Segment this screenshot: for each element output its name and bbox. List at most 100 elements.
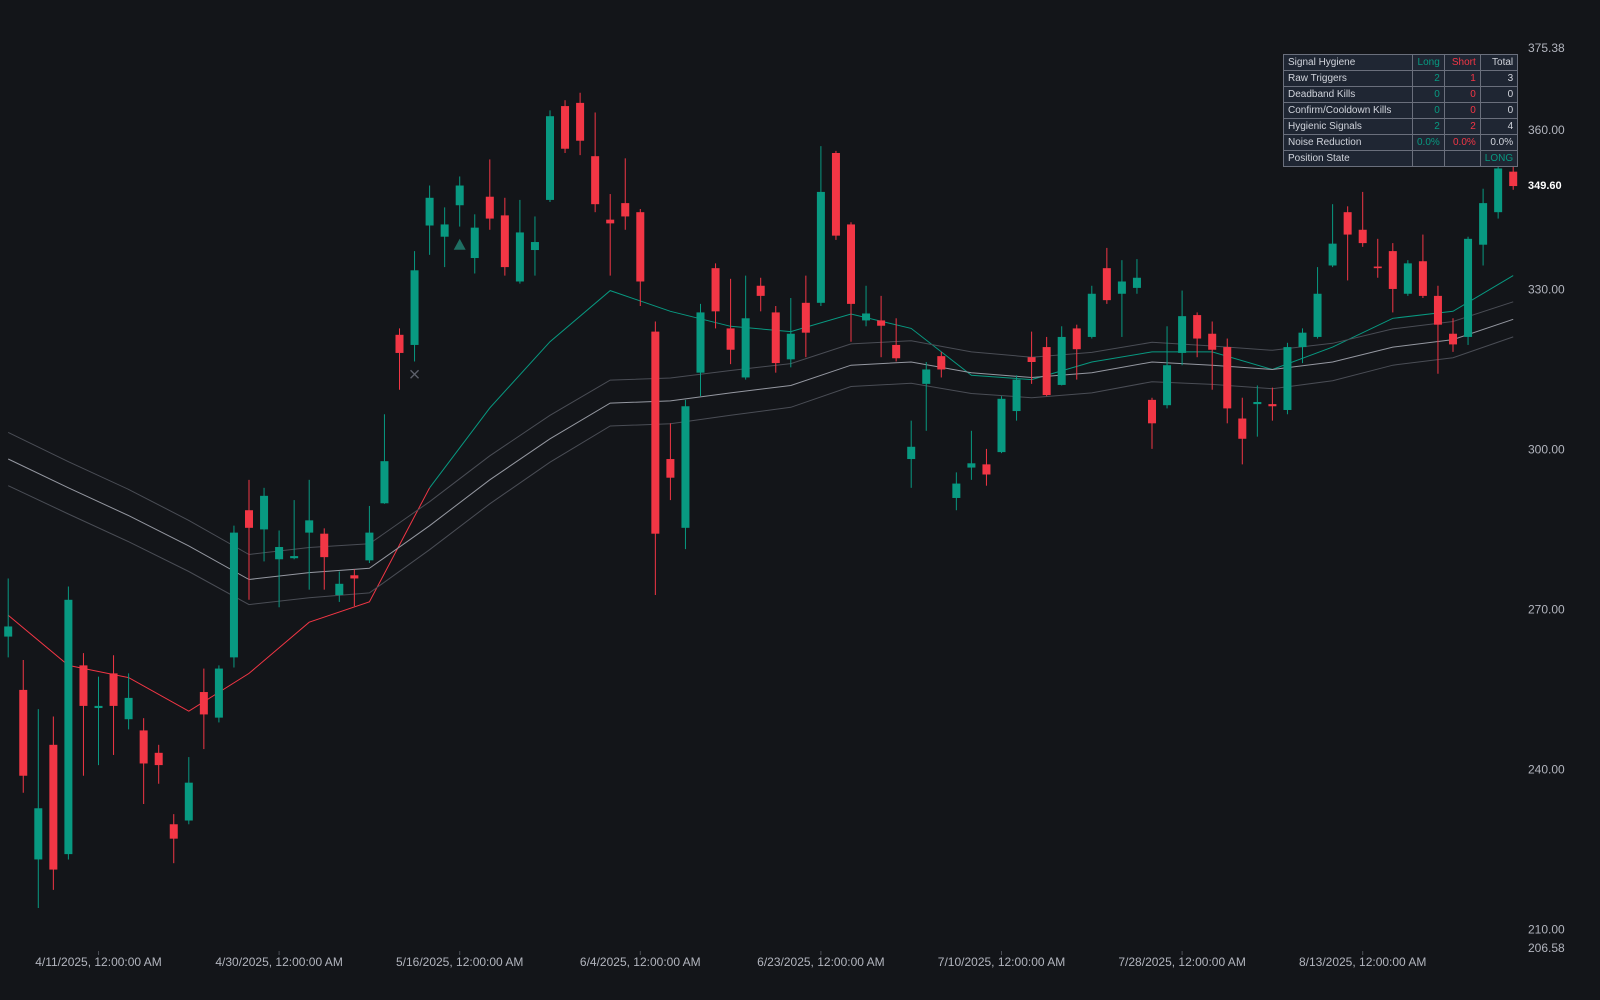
candle-body (801, 302, 810, 333)
candle-body (410, 270, 419, 345)
candle-body (576, 102, 585, 141)
candle-body (1358, 229, 1367, 244)
table-cell (1443, 150, 1481, 167)
candle-body (1373, 266, 1382, 269)
candle-body (1208, 333, 1217, 350)
candle-body (425, 197, 434, 226)
table-cell: 0 (1412, 86, 1445, 103)
table-header-cell: Signal Hygiene (1283, 54, 1413, 71)
table-cell (1412, 150, 1445, 167)
candle-body (1464, 238, 1473, 337)
candle-body (199, 692, 208, 715)
signal-marker (410, 369, 420, 379)
candle-body (184, 782, 193, 821)
indicator-line (7, 301, 1514, 556)
table-header-cell: Total (1479, 54, 1519, 71)
candle-body (455, 185, 464, 206)
y-tick-label: 360.00 (1528, 123, 1565, 137)
candle-body (651, 331, 660, 534)
x-tick-label: 6/23/2025, 12:00:00 AM (757, 955, 884, 969)
candle-body (711, 268, 720, 312)
table-cell: 0 (1443, 102, 1481, 119)
table-cell: Confirm/Cooldown Kills (1283, 102, 1413, 119)
table-cell: Deadband Kills (1283, 86, 1413, 103)
candle-body (1328, 243, 1337, 266)
candle-body (636, 212, 645, 282)
candle-body (1163, 365, 1172, 406)
candle-body (320, 533, 329, 558)
x-tick-label: 8/13/2025, 12:00:00 AM (1299, 955, 1426, 969)
y-tick-label: 300.00 (1528, 443, 1565, 457)
x-tick-label: 5/16/2025, 12:00:00 AM (396, 955, 523, 969)
table-cell: 2 (1412, 70, 1445, 87)
candle-body (109, 673, 118, 706)
candle-body (1268, 404, 1277, 407)
candle-body (290, 556, 299, 559)
table-row: Noise Reduction 0.0% 0.0% 0.0% (1283, 134, 1519, 151)
candle-body (4, 626, 13, 637)
candle-body (380, 461, 389, 504)
indicator-line (7, 336, 1514, 606)
candle-body (1148, 399, 1156, 424)
candle-body (937, 356, 946, 370)
x-tick-label: 7/10/2025, 12:00:00 AM (938, 955, 1065, 969)
table-row: Confirm/Cooldown Kills 0 0 0 (1283, 102, 1519, 119)
candle-body (350, 575, 359, 579)
candle-body (892, 344, 901, 359)
candle-body (1102, 268, 1111, 301)
candle-body (1403, 263, 1412, 294)
y-tick-label: 206.58 (1528, 941, 1565, 955)
table-row: Position State LONG (1283, 150, 1519, 167)
candle-body (49, 744, 58, 870)
candle-body (94, 705, 103, 709)
candle-body (831, 152, 840, 236)
candle-body (1298, 332, 1307, 348)
table-cell: 2 (1412, 118, 1445, 135)
candle-body (982, 464, 991, 475)
candle-body (500, 215, 509, 268)
table-cell: 0 (1412, 102, 1445, 119)
candle-body (530, 242, 539, 251)
candle-body (967, 463, 976, 468)
candle-body (561, 106, 570, 149)
candle-body (169, 824, 178, 839)
indicator-line (7, 318, 1514, 581)
table-header-cell: Short (1443, 54, 1481, 71)
candle-body (1042, 347, 1051, 396)
table-cell: Position State (1283, 150, 1413, 167)
candle-body (1223, 347, 1232, 409)
candle-body (515, 232, 524, 282)
candle-body (1433, 295, 1442, 325)
table-row: Hygienic Signals 2 2 4 (1283, 118, 1519, 135)
table-row: Deadband Kills 0 0 0 (1283, 86, 1519, 103)
candle-body (1238, 418, 1247, 439)
y-tick-label: 240.00 (1528, 763, 1565, 777)
y-tick-label: 330.00 (1528, 283, 1565, 297)
candle-body (741, 318, 750, 378)
candle-body (365, 532, 374, 561)
candle-body (696, 312, 705, 373)
table-cell: Noise Reduction (1283, 134, 1413, 151)
candle-body (1193, 315, 1202, 339)
candle-body (997, 398, 1006, 453)
candle-body (34, 808, 43, 860)
candle-body (1449, 333, 1457, 345)
candle-body (1117, 281, 1126, 294)
candle-body (154, 752, 163, 766)
x-tick-label: 6/4/2025, 12:00:00 AM (580, 955, 701, 969)
table-header-row: Signal Hygiene Long Short Total (1283, 54, 1519, 71)
candle-body (214, 668, 223, 718)
y-tick-label: 210.00 (1528, 923, 1565, 937)
candle-body (1283, 347, 1292, 410)
candle-body (335, 583, 344, 595)
candle-body (1479, 203, 1488, 245)
candle-body (1509, 171, 1518, 187)
candle-body (771, 312, 780, 364)
candle-body (621, 203, 630, 217)
candle-body (862, 313, 871, 321)
candle-body (546, 116, 554, 200)
table-cell: 0 (1479, 102, 1519, 119)
candle-body (816, 191, 825, 303)
